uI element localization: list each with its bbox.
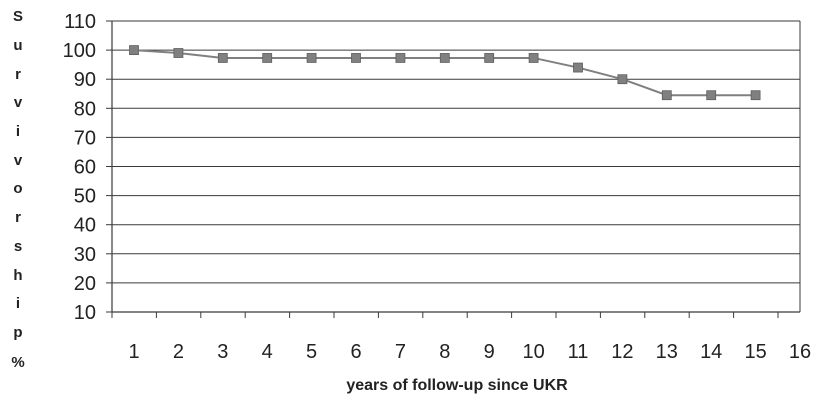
x-tick-label: 1 <box>128 341 139 363</box>
x-tick-label: 5 <box>306 341 317 363</box>
y-axis-label-letter: s <box>14 238 22 255</box>
y-axis-label-letter: r <box>15 209 21 226</box>
y-tick-label: 20 <box>74 273 96 295</box>
x-tick-label: 16 <box>789 341 811 363</box>
x-tick-label: 14 <box>700 341 722 363</box>
data-point <box>706 90 717 101</box>
y-axis-label-letter: h <box>13 267 22 284</box>
y-tick-label: 30 <box>74 244 96 266</box>
x-tick-label: 4 <box>262 341 273 363</box>
data-point <box>528 53 539 63</box>
y-axis-label-letter: S <box>13 8 23 25</box>
y-axis-label-letter: v <box>14 94 23 111</box>
y-tick-label: 100 <box>63 40 96 62</box>
gridlines <box>112 20 800 284</box>
data-point <box>439 53 450 63</box>
y-axis-label-letter: u <box>13 37 22 54</box>
data-point <box>129 45 139 55</box>
y-tick-label: 90 <box>74 69 96 91</box>
x-tick-label: 10 <box>522 341 544 363</box>
x-tick-label: 9 <box>484 341 495 363</box>
y-axis-label-letter: i <box>16 295 20 312</box>
y-tick-label: 70 <box>74 127 96 149</box>
axes <box>106 20 801 318</box>
data-point <box>617 74 628 85</box>
y-tick-label: 60 <box>74 157 96 179</box>
y-axis-label-letter: p <box>13 324 22 341</box>
data-point <box>484 53 495 63</box>
data-point <box>573 62 583 73</box>
data-point <box>306 53 317 63</box>
data-point <box>351 53 361 63</box>
x-tick-label: 12 <box>611 341 633 363</box>
x-tick-label: 13 <box>656 341 678 363</box>
y-tick-label: 50 <box>74 186 96 208</box>
x-tick-label: 3 <box>217 341 228 363</box>
x-tick-label: 7 <box>395 341 406 363</box>
data-point <box>750 90 761 101</box>
data-point <box>217 53 228 63</box>
y-tick-label: 80 <box>74 98 96 120</box>
y-axis-label-letter: r <box>15 66 21 83</box>
y-tick-label: 10 <box>74 302 96 324</box>
y-tick-label: 110 <box>64 11 96 33</box>
y-axis-label-letter: % <box>11 354 24 371</box>
y-axis-label-letter: v <box>14 152 23 169</box>
data-point <box>661 90 672 101</box>
data-point <box>173 48 184 58</box>
x-tick-label: 2 <box>173 341 184 363</box>
x-tick-labels: 1 2 3 4 5 6 7 8 9 10 11 12 13 14 15 16 <box>128 341 811 363</box>
x-tick-label: 6 <box>350 341 361 363</box>
x-tick-label: 8 <box>439 341 450 363</box>
x-axis-label: years of follow-up since UKR <box>346 377 568 394</box>
y-tick-label: 40 <box>74 215 96 237</box>
series <box>129 45 761 101</box>
x-tick-label: 11 <box>568 341 589 363</box>
data-point <box>395 53 406 63</box>
y-tick-labels: 10 20 30 40 50 60 70 80 90 100 110 <box>63 11 96 324</box>
y-axis-label-letter: o <box>13 180 22 197</box>
data-point <box>262 53 273 63</box>
y-axis-label-letter: i <box>16 123 20 140</box>
x-tick-label: 15 <box>744 341 766 363</box>
